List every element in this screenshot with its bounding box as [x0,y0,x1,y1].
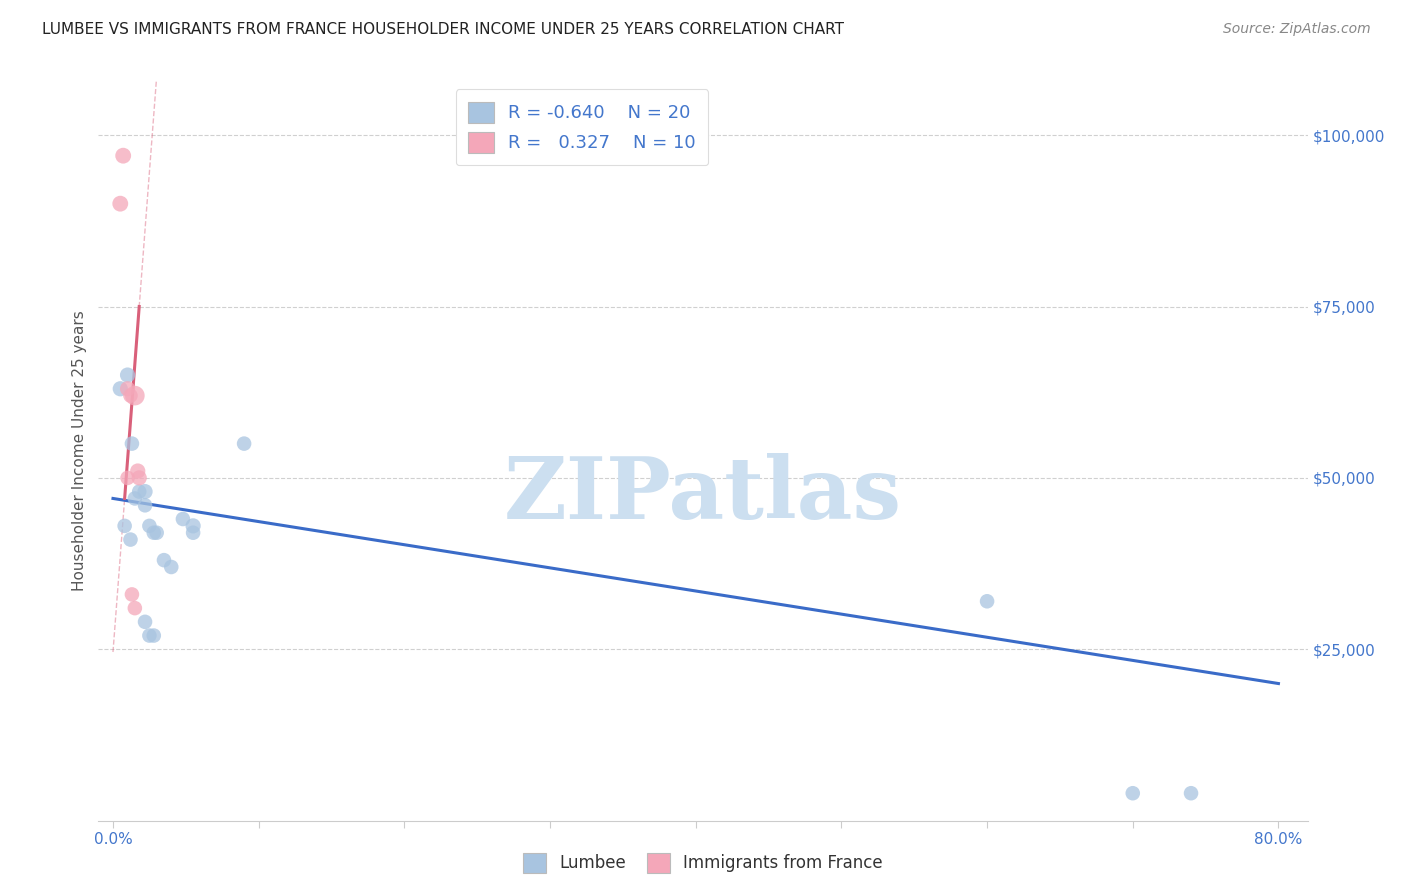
Point [117,368,139,382]
Point [142,628,165,642]
Point [160,560,183,574]
Point [142,525,165,540]
Point [134,615,156,629]
Text: Source: ZipAtlas.com: Source: ZipAtlas.com [1223,22,1371,37]
Point [128,471,150,485]
Text: LUMBEE VS IMMIGRANTS FROM FRANCE HOUSEHOLDER INCOME UNDER 25 YEARS CORRELATION C: LUMBEE VS IMMIGRANTS FROM FRANCE HOUSEHO… [42,22,844,37]
Point [121,587,143,601]
Point [128,484,150,499]
Point [127,464,149,478]
Point [1180,786,1202,800]
Point [976,594,998,608]
Point [110,382,132,396]
Point [153,553,176,567]
Point [117,471,139,485]
Text: ZIPatlas: ZIPatlas [503,453,903,537]
Y-axis label: Householder Income Under 25 years: Householder Income Under 25 years [72,310,87,591]
Point [181,525,204,540]
Point [120,389,142,403]
Point [112,149,135,163]
Point [145,525,167,540]
Point [124,491,146,506]
Legend: Lumbee, Immigrants from France: Lumbee, Immigrants from France [516,847,890,880]
Point [138,519,160,533]
Point [1122,786,1144,800]
Point [117,382,139,396]
Point [124,601,146,615]
Point [124,389,146,403]
Point [120,533,142,547]
Point [114,519,136,533]
Legend: R = -0.640    N = 20, R =   0.327    N = 10: R = -0.640 N = 20, R = 0.327 N = 10 [456,89,709,165]
Point [110,196,132,211]
Point [121,436,143,450]
Point [134,498,156,512]
Point [233,436,256,450]
Point [134,484,156,499]
Point [181,519,204,533]
Point [172,512,194,526]
Point [138,628,160,642]
